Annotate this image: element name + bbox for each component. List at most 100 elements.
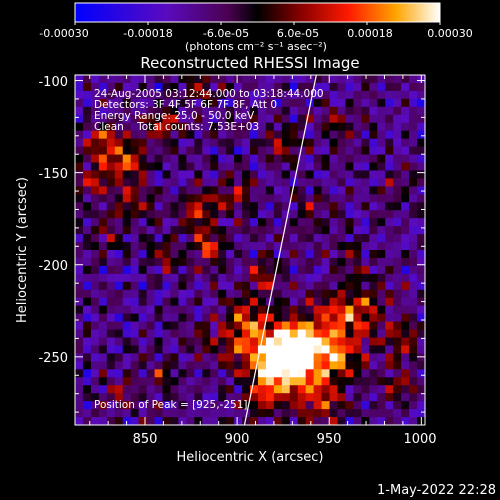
heatmap-cell: [186, 82, 195, 92]
heatmap-cell: [106, 162, 116, 172]
heatmap-cell: [305, 337, 315, 347]
heatmap-cell: [146, 106, 156, 116]
heatmap-cell: [98, 281, 108, 291]
heatmap-cell: [154, 146, 164, 156]
heatmap-cell: [210, 130, 219, 140]
heatmap-cell: [178, 417, 187, 425]
solar-limb-line: [243, 75, 317, 425]
heatmap-cell: [170, 90, 179, 100]
colorbar-tick-label: -6.0e-05: [203, 27, 249, 40]
heatmap-cell: [210, 114, 219, 124]
heatmap-cell: [385, 265, 394, 275]
heatmap-cell: [369, 242, 378, 251]
heatmap-cell: [146, 329, 156, 339]
heatmap-cell: [146, 194, 156, 203]
heatmap-cell: [194, 170, 203, 179]
heatmap-cell: [130, 409, 140, 418]
heatmap-cell: [194, 321, 203, 331]
heatmap-cell: [257, 122, 267, 132]
heatmap-cell: [178, 194, 187, 203]
heatmap-cell: [250, 337, 259, 347]
heatmap-cell: [377, 265, 386, 275]
heatmap-cell: [146, 122, 156, 132]
heatmap-cell: [194, 273, 203, 283]
heatmap-cell: [90, 90, 100, 100]
heatmap-cell: [265, 353, 275, 362]
heatmap-cell: [409, 226, 418, 235]
heatmap-cell: [265, 186, 275, 195]
heatmap-cell: [122, 138, 132, 148]
heatmap-cell: [202, 409, 211, 418]
heatmap-cell: [170, 170, 179, 179]
heatmap-cell: [186, 313, 195, 323]
heatmap-cell: [337, 409, 347, 418]
heatmap-cell: [138, 321, 148, 331]
heatmap-cell: [242, 82, 251, 92]
heatmap-cell: [202, 281, 211, 291]
heatmap-cell: [242, 297, 251, 307]
y-tick-label: -100: [38, 75, 68, 90]
heatmap-cell: [385, 273, 394, 283]
heatmap-cell: [345, 186, 354, 195]
heatmap-cell: [186, 178, 195, 187]
heatmap-cell: [106, 313, 116, 323]
heatmap-cell: [122, 281, 132, 291]
heatmap-cell: [154, 138, 164, 148]
heatmap-cell: [75, 218, 84, 227]
heatmap-cell: [393, 305, 402, 315]
heatmap-cell: [329, 162, 339, 172]
heatmap-cell: [130, 114, 140, 124]
heatmap-cell: [178, 226, 187, 235]
heatmap-cell: [234, 178, 243, 187]
heatmap-cell: [321, 281, 331, 291]
heatmap-cell: [250, 257, 259, 267]
heatmap-cell: [369, 106, 378, 116]
heatmap-cell: [202, 146, 211, 156]
heatmap-cell: [162, 305, 172, 315]
heatmap-cell: [186, 210, 195, 219]
heatmap-cell: [329, 90, 339, 100]
heatmap-cell: [401, 138, 410, 148]
heatmap-cell: [289, 257, 299, 267]
heatmap-cell: [75, 265, 84, 275]
heatmap-cell: [194, 409, 203, 418]
heatmap-cell: [305, 90, 315, 100]
heatmap-cell: [393, 218, 402, 227]
heatmap-cell: [194, 130, 203, 140]
heatmap-cell: [321, 162, 331, 172]
heatmap-cell: [138, 281, 148, 291]
heatmap-cell: [90, 265, 100, 275]
heatmap-cell: [321, 146, 331, 156]
heatmap-cell: [234, 417, 243, 425]
y-tick-label: -250: [38, 351, 68, 366]
heatmap-cell: [202, 138, 211, 148]
heatmap-cell: [369, 401, 378, 410]
heatmap-cell: [393, 345, 402, 354]
heatmap-cell: [226, 75, 235, 84]
heatmap-cell: [130, 289, 140, 299]
heatmap-cell: [162, 162, 172, 172]
heatmap-cell: [250, 353, 259, 362]
heatmap-cell: [250, 417, 259, 425]
heatmap-cell: [250, 186, 259, 195]
heatmap-cell: [345, 305, 354, 315]
heatmap-cell: [178, 130, 187, 140]
heatmap-cell: [313, 106, 323, 116]
heatmap-cell: [162, 234, 172, 243]
heatmap-cell: [154, 329, 164, 339]
heatmap-cell: [154, 210, 164, 219]
heatmap-cell: [361, 345, 370, 354]
heatmap-cell: [106, 90, 116, 100]
heatmap-cell: [242, 313, 251, 323]
heatmap-cell: [202, 98, 211, 108]
heatmap-cell: [337, 265, 347, 275]
heatmap-cell: [242, 345, 251, 354]
heatmap-cell: [82, 130, 92, 140]
heatmap-cell: [273, 417, 283, 425]
heatmap-cell: [114, 250, 124, 259]
heatmap-cell: [122, 75, 132, 84]
heatmap-cell: [417, 265, 425, 275]
heatmap-cell: [178, 178, 187, 187]
heatmap-cell: [170, 305, 179, 315]
